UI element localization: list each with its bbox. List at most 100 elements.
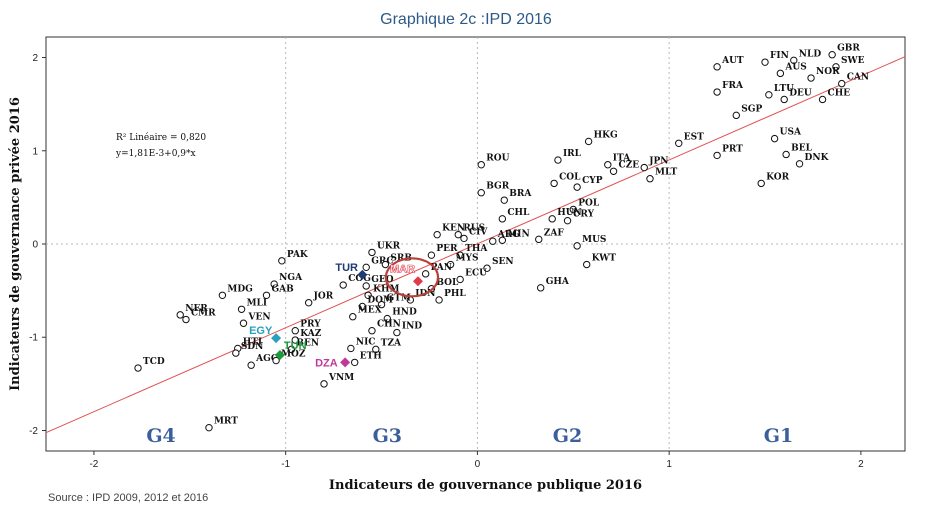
data-point-label: ROU — [486, 154, 509, 164]
data-point-label: BEN — [296, 338, 319, 348]
data-point — [427, 251, 436, 259]
data-point-label: NER — [185, 304, 208, 314]
data-point-label: BRA — [509, 189, 532, 199]
data-point — [349, 313, 357, 321]
data-point — [218, 291, 227, 299]
data-point-label: GRC — [371, 256, 393, 266]
data-point-label: ETH — [360, 351, 383, 361]
data-point — [362, 263, 370, 272]
data-point-label: GTM — [387, 294, 411, 304]
data-point — [460, 234, 468, 243]
data-point-label: GAB — [272, 284, 295, 294]
highlighted-point — [412, 276, 423, 287]
data-point — [182, 315, 190, 324]
data-point-label: JOR — [313, 292, 334, 302]
data-point — [205, 423, 213, 432]
data-point-label: VNM — [328, 373, 354, 383]
data-point-label: CIV — [469, 227, 488, 237]
y-tick-label: 1 — [32, 146, 38, 157]
data-point — [732, 111, 740, 120]
group-label: G1 — [764, 425, 793, 447]
x-tick-label: -1 — [281, 459, 290, 470]
x-tick-label: 2 — [858, 459, 864, 470]
data-point-label: NIC — [356, 337, 376, 347]
data-point-label: CZE — [619, 160, 640, 170]
data-point — [500, 196, 508, 204]
regression-equation: y=1,81E-3+0,9*x — [115, 149, 196, 159]
data-point-label: TCD — [143, 357, 165, 367]
data-point — [377, 300, 386, 309]
data-point-label: BGR — [486, 182, 509, 192]
data-point-label: ARG — [497, 230, 520, 240]
data-point — [554, 156, 562, 164]
data-point — [446, 260, 455, 269]
data-point-label: SWE — [841, 56, 865, 66]
data-point — [347, 344, 355, 353]
data-point — [372, 345, 380, 354]
data-point-label: MUS — [582, 235, 606, 245]
data-point — [364, 291, 372, 299]
highlighted-point-label: DZA — [315, 357, 338, 369]
data-point — [483, 264, 491, 272]
data-point — [548, 215, 556, 223]
data-point — [818, 95, 827, 104]
data-point — [262, 291, 271, 299]
data-point — [807, 74, 815, 82]
y-tick-label: 2 — [32, 53, 38, 64]
data-point-label: LTU — [774, 84, 794, 94]
data-point — [435, 296, 443, 304]
data-point-label: AGO — [255, 354, 279, 364]
data-point-label: POL — [578, 199, 600, 209]
data-point — [713, 63, 721, 71]
data-point — [604, 161, 612, 169]
data-point — [713, 88, 721, 96]
data-point — [535, 235, 543, 244]
data-point-label: CYP — [582, 176, 603, 186]
data-point — [498, 236, 507, 244]
data-point-label: PAN — [431, 263, 452, 273]
data-point — [433, 230, 441, 239]
data-point-label: HND — [392, 308, 417, 318]
data-point — [765, 91, 773, 99]
data-point-label: SDN — [241, 342, 264, 352]
highlighted-point-label: TUN — [284, 340, 307, 352]
data-point — [456, 251, 464, 259]
data-point-label: EST — [684, 132, 704, 142]
data-point — [713, 151, 721, 160]
data-point — [573, 183, 581, 191]
data-point — [757, 179, 765, 188]
x-axis-label: Indicateurs de gouvernance publique 2016 — [329, 478, 642, 493]
data-point-label: CAN — [847, 73, 869, 83]
data-point-label: SEN — [492, 257, 514, 267]
data-point — [272, 356, 280, 365]
data-point-label: AUT — [721, 56, 744, 66]
data-point-label: USA — [780, 128, 802, 138]
data-point — [304, 299, 313, 307]
data-point — [239, 319, 248, 327]
group-label: G2 — [553, 425, 582, 447]
data-point — [536, 284, 545, 292]
data-point — [640, 163, 648, 172]
data-point — [362, 282, 370, 290]
data-point-label: DEU — [789, 88, 812, 98]
data-point-label: FIN — [770, 51, 789, 61]
data-point-label: MIN — [507, 229, 529, 239]
data-point-label: IRL — [563, 149, 582, 159]
highlighted-point-label: EGY — [249, 325, 273, 337]
data-point-label: PAK — [287, 250, 309, 260]
data-point — [832, 63, 840, 71]
data-point-label: RUS — [463, 224, 485, 234]
data-point — [477, 161, 485, 169]
data-point-label: HTI — [243, 337, 262, 347]
data-point-label: GEO — [371, 275, 394, 285]
data-point-label: TZA — [381, 338, 402, 348]
data-point-label: SRB — [390, 254, 412, 264]
group-label: G4 — [146, 425, 175, 447]
data-point — [247, 361, 255, 369]
data-point-label: HKG — [594, 130, 618, 140]
data-point — [584, 137, 593, 146]
data-point-label: GBR — [837, 44, 860, 54]
data-point — [358, 302, 367, 311]
data-point-label: PRY — [300, 320, 321, 330]
